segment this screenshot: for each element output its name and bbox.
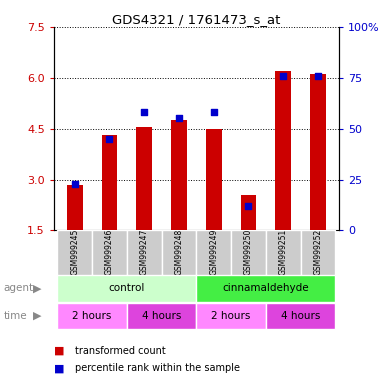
Text: time: time — [4, 311, 27, 321]
Bar — [196, 275, 335, 302]
Point — [176, 115, 182, 121]
Bar — [310, 74, 326, 230]
Bar — [92, 230, 127, 275]
Bar — [196, 230, 231, 275]
Text: ▶: ▶ — [33, 283, 41, 293]
Bar — [266, 303, 335, 329]
Text: GSM999249: GSM999249 — [209, 228, 218, 275]
Point — [72, 180, 78, 187]
Bar — [266, 230, 301, 275]
Bar — [231, 230, 266, 275]
Text: ■: ■ — [54, 346, 64, 356]
Bar — [102, 136, 117, 230]
Bar — [57, 303, 127, 329]
Text: GSM999246: GSM999246 — [105, 228, 114, 275]
Point — [315, 73, 321, 79]
Bar — [127, 230, 162, 275]
Text: GSM999248: GSM999248 — [174, 228, 184, 275]
Text: 4 hours: 4 hours — [281, 311, 320, 321]
Point — [106, 136, 112, 142]
Text: control: control — [109, 283, 145, 293]
Title: GDS4321 / 1761473_s_at: GDS4321 / 1761473_s_at — [112, 13, 281, 26]
Text: GSM999252: GSM999252 — [313, 228, 323, 275]
Point — [211, 109, 217, 116]
Text: 2 hours: 2 hours — [211, 311, 251, 321]
Text: agent: agent — [4, 283, 34, 293]
Text: GSM999245: GSM999245 — [70, 228, 79, 275]
Point — [141, 109, 147, 116]
Bar — [162, 230, 196, 275]
Text: GSM999251: GSM999251 — [279, 228, 288, 275]
Bar — [171, 120, 187, 230]
Text: ▶: ▶ — [33, 311, 41, 321]
Text: ■: ■ — [54, 363, 64, 373]
Bar — [57, 275, 196, 302]
Text: transformed count: transformed count — [75, 346, 166, 356]
Point — [245, 203, 251, 209]
Bar — [301, 230, 335, 275]
Point — [280, 73, 286, 79]
Bar — [136, 127, 152, 230]
Text: GSM999250: GSM999250 — [244, 228, 253, 275]
Text: percentile rank within the sample: percentile rank within the sample — [75, 363, 240, 373]
Text: 2 hours: 2 hours — [72, 311, 112, 321]
Text: cinnamaldehyde: cinnamaldehyde — [223, 283, 309, 293]
Bar — [206, 129, 221, 230]
Bar — [67, 185, 82, 230]
Bar — [196, 303, 266, 329]
Bar — [275, 71, 291, 230]
Bar — [127, 303, 196, 329]
Bar — [57, 230, 92, 275]
Text: 4 hours: 4 hours — [142, 311, 181, 321]
Bar — [241, 195, 256, 230]
Text: GSM999247: GSM999247 — [140, 228, 149, 275]
